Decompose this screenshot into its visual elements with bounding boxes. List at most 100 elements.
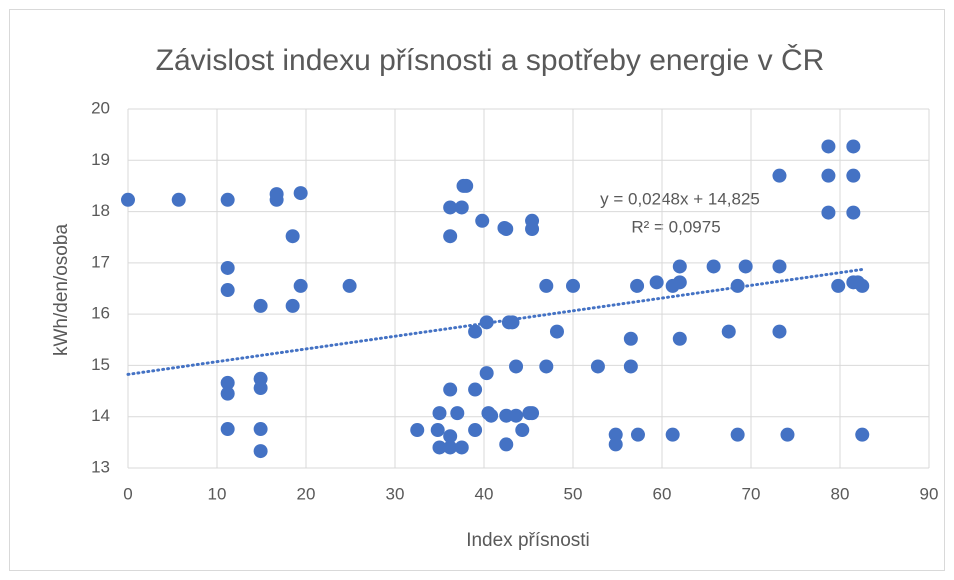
point <box>665 427 680 442</box>
point <box>539 278 554 293</box>
point <box>475 213 490 228</box>
point <box>549 324 564 339</box>
point <box>855 278 870 293</box>
y-tick-label: 18 <box>91 201 110 220</box>
point <box>171 192 186 207</box>
x-tick-label: 50 <box>564 484 583 503</box>
point <box>608 437 623 452</box>
point <box>846 139 861 154</box>
point <box>672 275 687 290</box>
point <box>220 192 235 207</box>
point <box>649 275 664 290</box>
y-tick-label: 19 <box>91 150 110 169</box>
y-axis-label: kWh/den/osoba <box>51 224 72 356</box>
point <box>468 382 483 397</box>
point <box>630 427 645 442</box>
trendline <box>126 267 864 376</box>
x-tick-label: 40 <box>475 484 494 503</box>
point <box>566 278 580 293</box>
point <box>772 324 787 339</box>
point <box>468 324 483 339</box>
point <box>443 382 458 397</box>
chart-frame <box>9 9 945 571</box>
chart-title: Závislost indexu přísnosti a spotřeby en… <box>156 43 825 77</box>
point <box>220 375 235 390</box>
point <box>525 222 540 237</box>
point <box>499 437 514 452</box>
point <box>220 386 235 401</box>
x-tick-label: 70 <box>742 484 761 503</box>
point <box>623 359 638 374</box>
point <box>515 423 530 438</box>
x-tick-label: 10 <box>208 484 227 503</box>
point <box>432 406 447 421</box>
point <box>780 427 795 442</box>
point <box>509 408 524 423</box>
point <box>772 168 787 183</box>
x-tick-label: 80 <box>831 484 850 503</box>
point <box>855 427 870 442</box>
point <box>443 429 458 444</box>
point <box>454 200 469 215</box>
point <box>672 331 687 346</box>
y-tick-label: 15 <box>91 355 110 374</box>
point <box>738 259 753 274</box>
point <box>253 422 268 437</box>
y-tick-label: 16 <box>91 304 110 323</box>
point <box>430 423 445 438</box>
trendline-r2: R² = 0,0975 <box>631 217 720 236</box>
point <box>342 278 357 293</box>
point <box>253 298 268 313</box>
point <box>253 444 268 459</box>
point <box>220 260 235 275</box>
point <box>623 331 638 346</box>
point <box>831 278 846 293</box>
y-tick-label: 20 <box>91 98 110 117</box>
point <box>539 359 554 374</box>
x-tick-label: 60 <box>653 484 672 503</box>
point <box>499 408 514 423</box>
point <box>443 440 458 455</box>
point <box>479 366 494 381</box>
point <box>672 259 687 274</box>
point <box>220 283 235 298</box>
point <box>821 139 836 154</box>
x-tick-label: 20 <box>297 484 316 503</box>
point <box>846 168 861 183</box>
point <box>285 298 300 313</box>
point <box>410 423 425 438</box>
point <box>821 205 836 220</box>
point <box>479 315 494 330</box>
x-tick-label: 90 <box>920 484 939 503</box>
point <box>443 229 458 244</box>
point <box>484 408 499 423</box>
point <box>630 278 645 293</box>
point <box>121 192 135 207</box>
y-tick-label: 17 <box>91 252 110 271</box>
point <box>730 278 745 293</box>
point <box>443 200 458 215</box>
point <box>293 186 308 201</box>
x-tick-label: 0 <box>123 484 132 503</box>
point <box>730 427 745 442</box>
point <box>468 423 483 438</box>
point <box>269 192 284 207</box>
y-tick-label: 13 <box>91 457 110 476</box>
point <box>454 440 469 455</box>
point <box>721 324 736 339</box>
point <box>509 359 524 374</box>
point <box>505 315 520 330</box>
trendline-equation: y = 0,0248x + 14,825 <box>600 189 760 208</box>
point <box>772 259 787 274</box>
point <box>846 205 861 220</box>
x-axis-label: Index přísnosti <box>466 530 590 551</box>
point <box>285 229 300 244</box>
point <box>608 427 623 442</box>
point <box>432 440 447 455</box>
y-tick-label: 14 <box>91 406 110 425</box>
point <box>450 406 465 421</box>
point <box>499 222 514 237</box>
point <box>220 422 235 437</box>
point <box>253 380 268 395</box>
point <box>706 259 721 274</box>
